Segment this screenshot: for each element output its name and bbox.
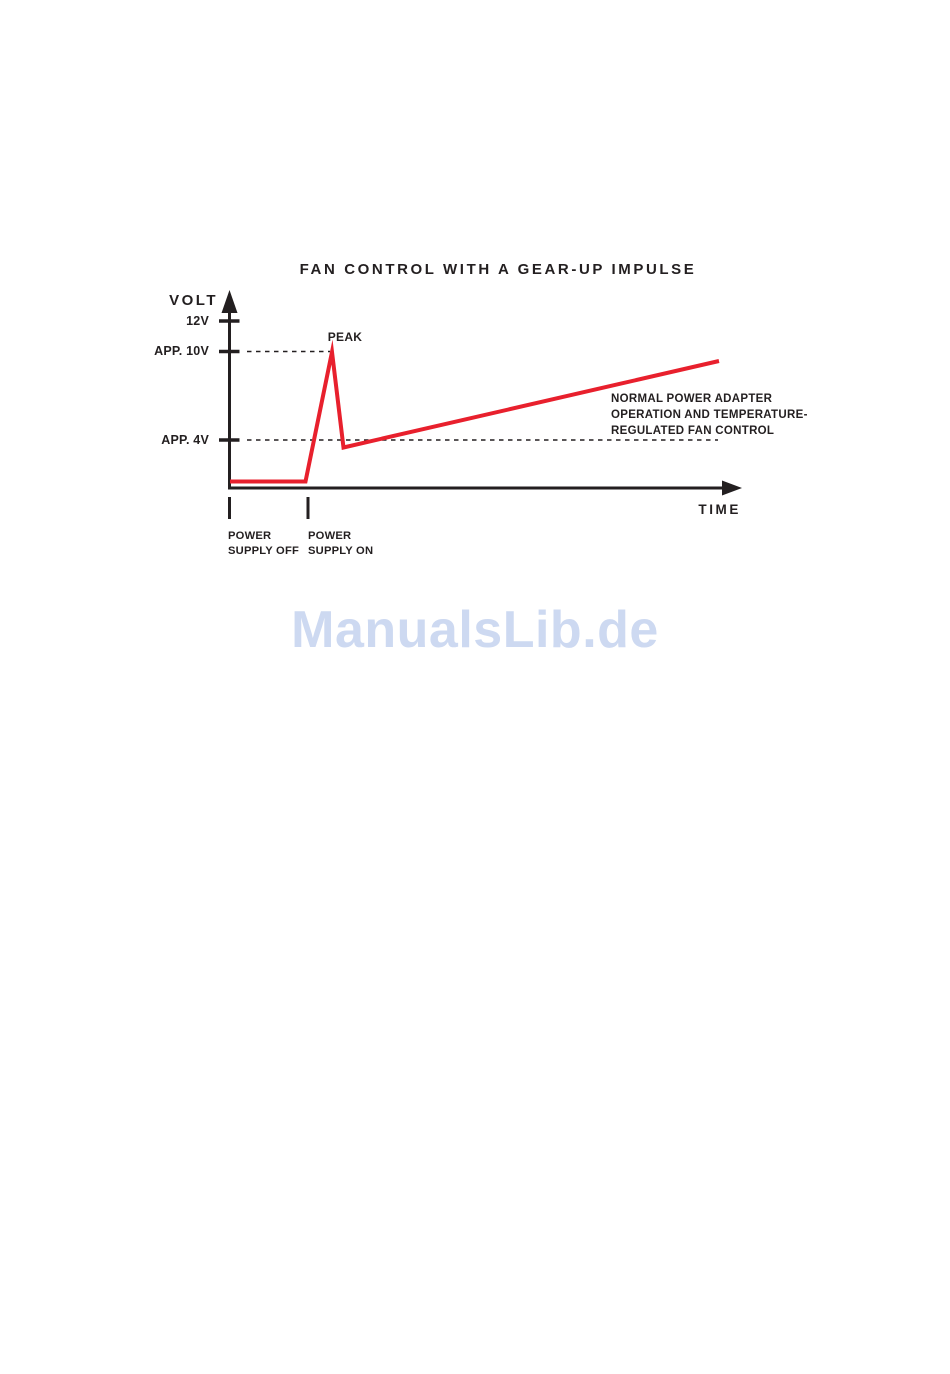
normal-operation-annotation: NORMAL POWER ADAPTER OPERATION AND TEMPE… bbox=[611, 391, 831, 440]
chart-title: FAN CONTROL WITH A GEAR-UP IMPULSE bbox=[299, 261, 697, 278]
x-axis-title: TIME bbox=[698, 502, 741, 517]
x-tick-label-on-line1: POWER bbox=[308, 530, 352, 542]
x-tick-label-power-supply-on: POWER SUPPLY ON bbox=[308, 529, 373, 559]
peak-annotation: PEAK bbox=[327, 330, 363, 344]
y-axis-title: VOLT bbox=[169, 292, 218, 309]
x-tick-label-off-line2: SUPPLY OFF bbox=[228, 545, 300, 557]
x-axis-arrowhead-icon bbox=[722, 480, 742, 496]
manualslib-watermark: ManualsLib.de bbox=[291, 601, 659, 659]
x-tick-label-power-supply-off: POWER SUPPLY OFF bbox=[228, 529, 299, 559]
fan-voltage-series-line bbox=[230, 339, 720, 484]
y-tick-label-12v: 12V bbox=[186, 314, 209, 328]
normal-operation-line3: REGULATED FAN CONTROL bbox=[611, 425, 775, 438]
x-tick-label-off-line1: POWER bbox=[228, 530, 272, 542]
y-tick-label-10v: APP. 10V bbox=[154, 344, 209, 358]
normal-operation-line1: NORMAL POWER ADAPTER bbox=[611, 393, 773, 405]
y-tick-label-4v: APP. 4V bbox=[161, 433, 209, 447]
y-axis-arrowhead-icon bbox=[221, 290, 238, 313]
normal-operation-line2: OPERATION AND TEMPERATURE- bbox=[611, 409, 808, 422]
x-tick-label-on-line2: SUPPLY ON bbox=[308, 545, 374, 557]
